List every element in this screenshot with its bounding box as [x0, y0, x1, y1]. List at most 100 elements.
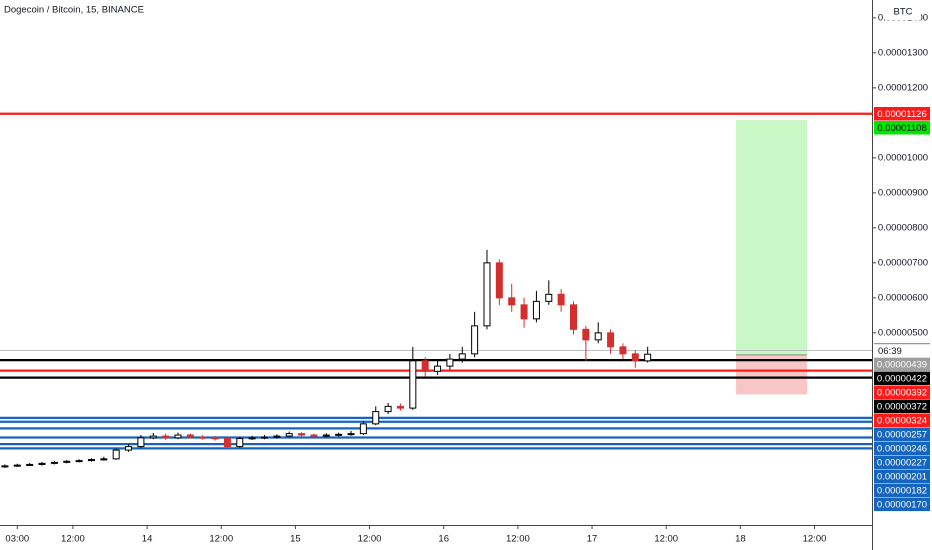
candle-body: [26, 463, 34, 466]
candle-body: [619, 346, 627, 355]
y-tick-label: 0.00000500: [878, 327, 928, 338]
candle-body: [582, 328, 590, 341]
candle-body: [248, 437, 256, 440]
candle-body: [483, 262, 491, 327]
y-tick-label: 0.00001000: [878, 152, 928, 163]
candle-body: [409, 360, 417, 409]
price-label: 0.00000227: [877, 457, 927, 468]
price-label-bg: [874, 455, 930, 470]
candle-body: [545, 293, 553, 302]
price-label-bg: [874, 413, 930, 428]
candle-body: [1, 465, 9, 468]
candle-body: [100, 458, 108, 461]
price-label-bg: [874, 385, 930, 400]
price-label-bg: [874, 121, 930, 135]
x-tick-label: 12:00: [803, 534, 827, 545]
price-label: 0.00000422: [877, 373, 927, 384]
candle-body: [298, 433, 306, 436]
candle-body: [137, 437, 145, 448]
price-label: 0.00000201: [877, 471, 927, 482]
price-label: 0.00000257: [877, 429, 927, 440]
candle-body: [347, 433, 355, 436]
y-tick-label: 0.00000700: [878, 257, 928, 268]
y-tick-label: 0.00000800: [878, 222, 928, 233]
candle-body: [471, 325, 479, 355]
candle-body: [458, 353, 466, 360]
candle-body: [186, 434, 194, 438]
price-label-bg: [874, 483, 930, 498]
y-tick-label: 0.00001300: [878, 47, 928, 58]
plot-area: [0, 112, 872, 468]
unit-bg: [885, 4, 921, 20]
candle-body: [310, 434, 318, 437]
candle-body: [532, 300, 540, 320]
candle-body: [434, 365, 442, 372]
x-tick-label: 12:00: [61, 534, 85, 545]
candle-body: [285, 433, 293, 437]
price-label: 0.00000170: [877, 499, 927, 510]
candle-body: [125, 446, 133, 451]
countdown: 06:39: [878, 346, 902, 357]
candle-body: [50, 461, 58, 464]
x-tick-label: 14: [142, 534, 153, 545]
unit-label: BTC: [894, 7, 913, 18]
candle-body: [162, 435, 170, 439]
x-tick-label: 12:00: [358, 534, 382, 545]
axes: 03:00 12:00 14 12:00 15 12:00 16 12:00 17 12:00 18…: [5, 12, 928, 544]
candle-body: [211, 437, 219, 440]
y-tick-label: 0.00001200: [878, 82, 928, 93]
x-tick-label: 12:00: [654, 534, 678, 545]
price-label-bg: [874, 371, 930, 386]
candle-body: [396, 405, 404, 409]
x-tick-label: 18: [735, 534, 746, 545]
candle-body: [557, 293, 565, 306]
price-label-bg: [874, 107, 930, 121]
price-label: 0.00000246: [877, 443, 927, 454]
candle-body: [199, 436, 207, 439]
candle-body: [75, 460, 83, 463]
x-tick-label: 03:00: [5, 534, 29, 545]
profit-zone: [736, 120, 808, 355]
candle-body: [384, 405, 392, 413]
price-label: 0.00000324: [877, 415, 927, 426]
candle-body: [223, 438, 231, 448]
candle-body: [261, 436, 269, 439]
candle-body: [372, 411, 380, 425]
x-tick-label: 15: [290, 534, 301, 545]
price-label-bg: [874, 497, 930, 512]
price-label: 0.00000439: [877, 359, 927, 370]
candle-body: [112, 449, 120, 460]
candle-body: [570, 304, 578, 330]
candle-body: [335, 433, 343, 436]
candle-body: [359, 423, 367, 435]
candle-body: [607, 332, 615, 348]
candle-body: [149, 435, 157, 439]
x-tick-label: 16: [438, 534, 449, 545]
candle-body: [594, 332, 602, 341]
countdown-bg: [874, 344, 930, 358]
candle-body: [174, 434, 182, 439]
candle-body: [273, 435, 281, 438]
price-label: 0.00000372: [877, 401, 927, 412]
price-label-bg: [874, 427, 930, 442]
y-tick-label: 0.00000600: [878, 292, 928, 303]
candle-body: [236, 438, 244, 448]
candle-body: [38, 462, 46, 465]
candle-body: [87, 459, 95, 462]
y-tick-label: 0.00000900: [878, 187, 928, 198]
candle-body: [13, 464, 21, 467]
x-tick-label: 12:00: [506, 534, 530, 545]
price-label-bg: [874, 357, 930, 372]
x-tick-label: 17: [587, 534, 598, 545]
price-label: 0.00000182: [877, 485, 927, 496]
candle-body: [322, 434, 330, 437]
price-label-bg: [874, 399, 930, 414]
price-label: 0.00001108: [877, 123, 927, 134]
candle-body: [520, 304, 528, 320]
price-label: 0.00000392: [877, 387, 927, 398]
price-label: 0.00001126: [877, 109, 927, 120]
candle-body: [644, 353, 652, 362]
x-tick-label: 12:00: [209, 534, 233, 545]
candle-body: [63, 460, 71, 463]
